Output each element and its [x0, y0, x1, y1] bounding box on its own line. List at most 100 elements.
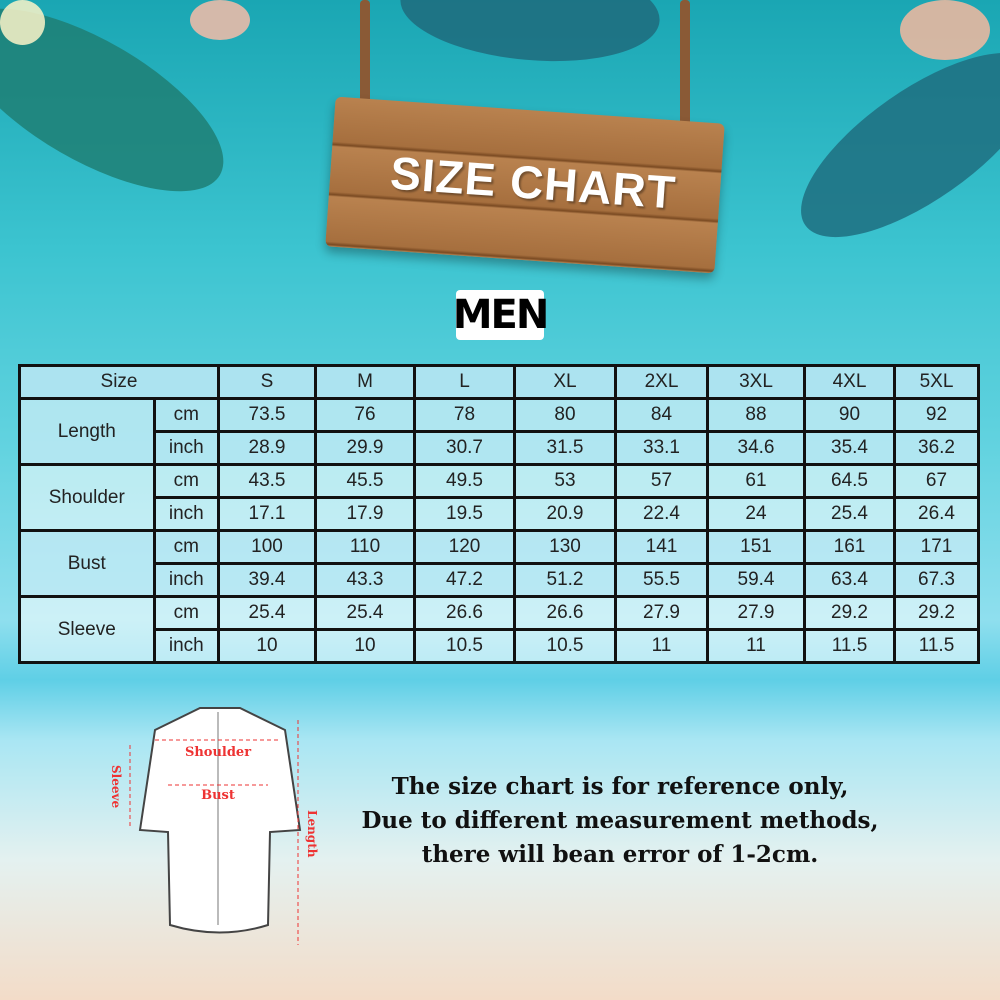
value-cell: 47.2	[413, 562, 516, 598]
shirt-outline	[138, 707, 302, 934]
table-row: inch 39.4 43.3 47.2 51.2 55.5 59.4 63.4 67.3	[20, 562, 980, 598]
unit-cell: cm	[152, 595, 221, 631]
table-row: Bust cm 100 110 120 130 141 151 161 171	[18, 529, 980, 598]
size-header-cell: XL	[513, 364, 617, 400]
value-cell: 19.5	[413, 496, 516, 532]
value-cell: 29.2	[893, 595, 980, 631]
size-header-cell: S	[217, 364, 317, 400]
value-cell: 29.2	[803, 595, 896, 631]
value-cell: 20.9	[513, 496, 617, 532]
value-cell: 10.5	[413, 628, 516, 664]
value-cell: 51.2	[513, 562, 617, 598]
value-cell: 10	[217, 628, 317, 664]
value-cell: 17.9	[314, 496, 416, 532]
table-row: Sleeve cm 25.4 25.4 26.6 26.6 27.9 27.9 29.2 29.2	[18, 595, 980, 664]
disclaimer-note: The size chart is for reference only, Du…	[330, 770, 910, 872]
value-cell: 25.4	[314, 595, 416, 631]
size-header-cell: L	[413, 364, 516, 400]
measure-label: Shoulder	[18, 463, 156, 532]
table-row: inch 10 10 10.5 10.5 11 11 11.5 11.5	[20, 628, 980, 664]
value-cell: 29.9	[314, 430, 416, 466]
flower-decoration	[190, 0, 250, 40]
value-cell: 55.5	[614, 562, 709, 598]
table-row: Length cm 73.5 76 78 80 84 88 90 92	[18, 397, 980, 466]
value-cell: 59.4	[706, 562, 806, 598]
palm-leaf-decoration	[773, 19, 1000, 271]
value-cell: 130	[513, 529, 617, 565]
unit-cell: inch	[152, 496, 221, 532]
value-cell: 67	[893, 463, 980, 499]
measure-label: Sleeve	[18, 595, 156, 664]
value-cell: 100	[217, 529, 317, 565]
size-header-cell: Size	[18, 364, 220, 400]
wooden-sign: SIZE CHART	[325, 96, 725, 274]
shoulder-label: Shoulder	[185, 745, 251, 760]
rope	[680, 0, 690, 160]
note-line: The size chart is for reference only,	[391, 773, 849, 800]
unit-cell: cm	[152, 397, 221, 433]
rope	[360, 0, 370, 135]
unit-cell: inch	[152, 562, 221, 598]
size-header-cell: 5XL	[893, 364, 980, 400]
value-cell: 151	[706, 529, 806, 565]
value-cell: 33.1	[614, 430, 709, 466]
value-cell: 57	[614, 463, 709, 499]
unit-cell: cm	[152, 529, 221, 565]
table-row: Shoulder cm 43.5 45.5 49.5 53 57 61 64.5 67	[18, 463, 980, 532]
value-cell: 80	[513, 397, 617, 433]
length-label: Length	[305, 810, 319, 858]
value-cell: 27.9	[614, 595, 709, 631]
value-cell: 120	[413, 529, 516, 565]
size-header-cell: 3XL	[706, 364, 806, 400]
value-cell: 26.4	[893, 496, 980, 532]
flower-decoration	[0, 0, 45, 45]
table-row: inch 28.9 29.9 30.7 31.5 33.1 34.6 35.4 36.2	[20, 430, 980, 466]
bust-label: Bust	[201, 788, 235, 803]
size-table: Size S M L XL 2XL 3XL 4XL 5XL Length cm 73.5 76 78 80 8…	[18, 364, 980, 664]
value-cell: 27.9	[706, 595, 806, 631]
value-cell: 84	[614, 397, 709, 433]
value-cell: 141	[614, 529, 709, 565]
value-cell: 11.5	[803, 628, 896, 664]
value-cell: 171	[893, 529, 980, 565]
value-cell: 43.5	[217, 463, 317, 499]
table-row: inch 17.1 17.9 19.5 20.9 22.4 24 25.4 26.4	[20, 496, 980, 532]
value-cell: 61	[706, 463, 806, 499]
unit-cell: inch	[152, 430, 221, 466]
value-cell: 78	[413, 397, 516, 433]
unit-cell: inch	[152, 628, 221, 664]
size-header-cell: 4XL	[803, 364, 896, 400]
value-cell: 76	[314, 397, 416, 433]
value-cell: 161	[803, 529, 896, 565]
table-header-row: Size S M L XL 2XL 3XL 4XL 5XL	[18, 364, 980, 400]
value-cell: 11.5	[893, 628, 980, 664]
value-cell: 45.5	[314, 463, 416, 499]
value-cell: 17.1	[217, 496, 317, 532]
note-line: Due to different measurement methods,	[361, 807, 879, 834]
sign-title: SIZE CHART	[388, 146, 678, 219]
value-cell: 34.6	[706, 430, 806, 466]
unit-cell: cm	[152, 463, 221, 499]
value-cell: 26.6	[513, 595, 617, 631]
value-cell: 24	[706, 496, 806, 532]
value-cell: 110	[314, 529, 416, 565]
flower-decoration	[900, 0, 990, 60]
measure-label: Bust	[18, 529, 156, 598]
note-line: there will bean error of 1-2cm.	[421, 841, 819, 868]
value-cell: 49.5	[413, 463, 516, 499]
value-cell: 36.2	[893, 430, 980, 466]
value-cell: 22.4	[614, 496, 709, 532]
value-cell: 88	[706, 397, 806, 433]
value-cell: 31.5	[513, 430, 617, 466]
value-cell: 25.4	[217, 595, 317, 631]
size-header-cell: M	[314, 364, 416, 400]
value-cell: 26.6	[413, 595, 516, 631]
measure-label: Length	[18, 397, 156, 466]
shirt-diagram: Shoulder Bust Sleeve Length	[109, 707, 319, 945]
value-cell: 25.4	[803, 496, 896, 532]
size-header-cell: 2XL	[614, 364, 709, 400]
value-cell: 35.4	[803, 430, 896, 466]
section-title: MEN	[452, 290, 549, 340]
value-cell: 92	[893, 397, 980, 433]
value-cell: 28.9	[217, 430, 317, 466]
